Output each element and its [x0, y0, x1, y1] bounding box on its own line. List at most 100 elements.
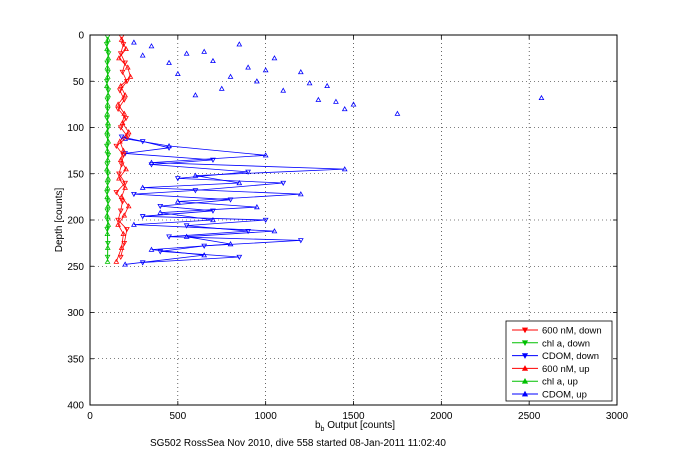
data-point [201, 48, 208, 54]
y-tick-label: 300 [67, 308, 84, 319]
data-point [157, 249, 164, 255]
data-point [116, 171, 122, 177]
legend-label: CDOM, up [542, 390, 587, 401]
data-point [157, 209, 164, 215]
series-600-nm-up [113, 36, 134, 264]
data-point [122, 261, 129, 267]
y-tick-label: 150 [67, 169, 84, 180]
data-point [104, 258, 111, 264]
data-point [105, 55, 112, 61]
data-point [125, 203, 132, 209]
data-point [157, 203, 164, 210]
footer-caption: SG502 RossSea Nov 2010, dive 558 started… [150, 438, 446, 449]
data-point [104, 193, 111, 200]
data-point [148, 43, 155, 49]
data-point [236, 41, 243, 47]
data-point [350, 101, 357, 107]
data-point [210, 57, 216, 64]
data-point [125, 129, 132, 135]
series-chl-a-up [103, 36, 112, 264]
data-point [104, 230, 111, 237]
legend-marker [521, 340, 529, 347]
data-point [192, 92, 199, 98]
data-point [116, 88, 123, 94]
data-point [118, 134, 125, 140]
data-point [119, 69, 126, 76]
data-point [105, 221, 112, 227]
x-tick-label: 3000 [606, 411, 629, 422]
data-point [201, 252, 208, 258]
data-point [116, 138, 123, 144]
data-point [104, 184, 111, 190]
data-point [262, 67, 269, 73]
data-point [119, 199, 126, 205]
data-point [104, 60, 111, 66]
data-point [105, 69, 111, 76]
data-point [245, 64, 251, 70]
data-point [116, 55, 122, 61]
y-tick-label: 0 [78, 31, 84, 42]
data-point [139, 52, 146, 58]
data-point [115, 221, 121, 227]
legend-box [505, 320, 613, 402]
data-point [148, 246, 155, 252]
data-point [341, 105, 348, 112]
y-tick-label: 250 [67, 262, 84, 273]
legend-label: CDOM, down [542, 351, 599, 362]
x-tick-label: 1000 [255, 411, 278, 422]
data-point [104, 97, 111, 103]
legend-marker [521, 377, 529, 384]
legend-label: chl a, up [542, 377, 578, 388]
data-point [333, 98, 339, 104]
ticks: 0 500 1000 1500 2000 2500 3000 0 50 100 150 200 250 3… [67, 31, 628, 423]
data-point [121, 110, 128, 116]
data-point [174, 70, 181, 77]
data-point [341, 166, 348, 172]
data-point [139, 214, 146, 220]
data-point [210, 208, 216, 214]
data-point [297, 68, 304, 75]
data-point [104, 110, 111, 116]
data-point [123, 166, 129, 172]
data-point [394, 110, 401, 116]
data-point [103, 79, 110, 85]
y-tick-label: 200 [67, 216, 84, 227]
data-point [105, 138, 112, 144]
data-point [166, 234, 172, 240]
data-point [117, 156, 124, 163]
data-point [127, 73, 134, 79]
data-point [227, 197, 234, 203]
data-point [113, 190, 120, 196]
data-point [113, 258, 120, 264]
series-cdom-up [131, 39, 545, 116]
data-point [103, 82, 110, 89]
data-point [122, 184, 129, 190]
data-point [324, 82, 331, 89]
data-point [183, 50, 190, 56]
data-point [262, 217, 269, 224]
legend-marker [521, 353, 529, 359]
y-tick-label: 350 [67, 354, 84, 365]
data-point [104, 227, 111, 233]
x-tick-label: 500 [169, 411, 186, 422]
data-point [105, 171, 111, 177]
data-point [117, 82, 124, 89]
x-axis-label-main: b [315, 420, 321, 431]
data-point [148, 159, 155, 165]
data-point [104, 101, 111, 107]
data-point [227, 73, 234, 79]
legend-label: chl a, down [542, 338, 590, 349]
legend-label: 600 nM, down [542, 326, 602, 337]
data-point [105, 203, 111, 209]
data-point [245, 169, 251, 175]
x-axis-label-rest: Output [counts] [324, 420, 395, 431]
data-point [118, 36, 125, 42]
data-point [104, 147, 111, 153]
legend-marker [521, 390, 529, 397]
x-tick-label: 2500 [518, 411, 541, 422]
series-line [125, 138, 345, 265]
data-point [183, 233, 190, 239]
data-point [105, 119, 111, 126]
data-point [104, 45, 110, 52]
